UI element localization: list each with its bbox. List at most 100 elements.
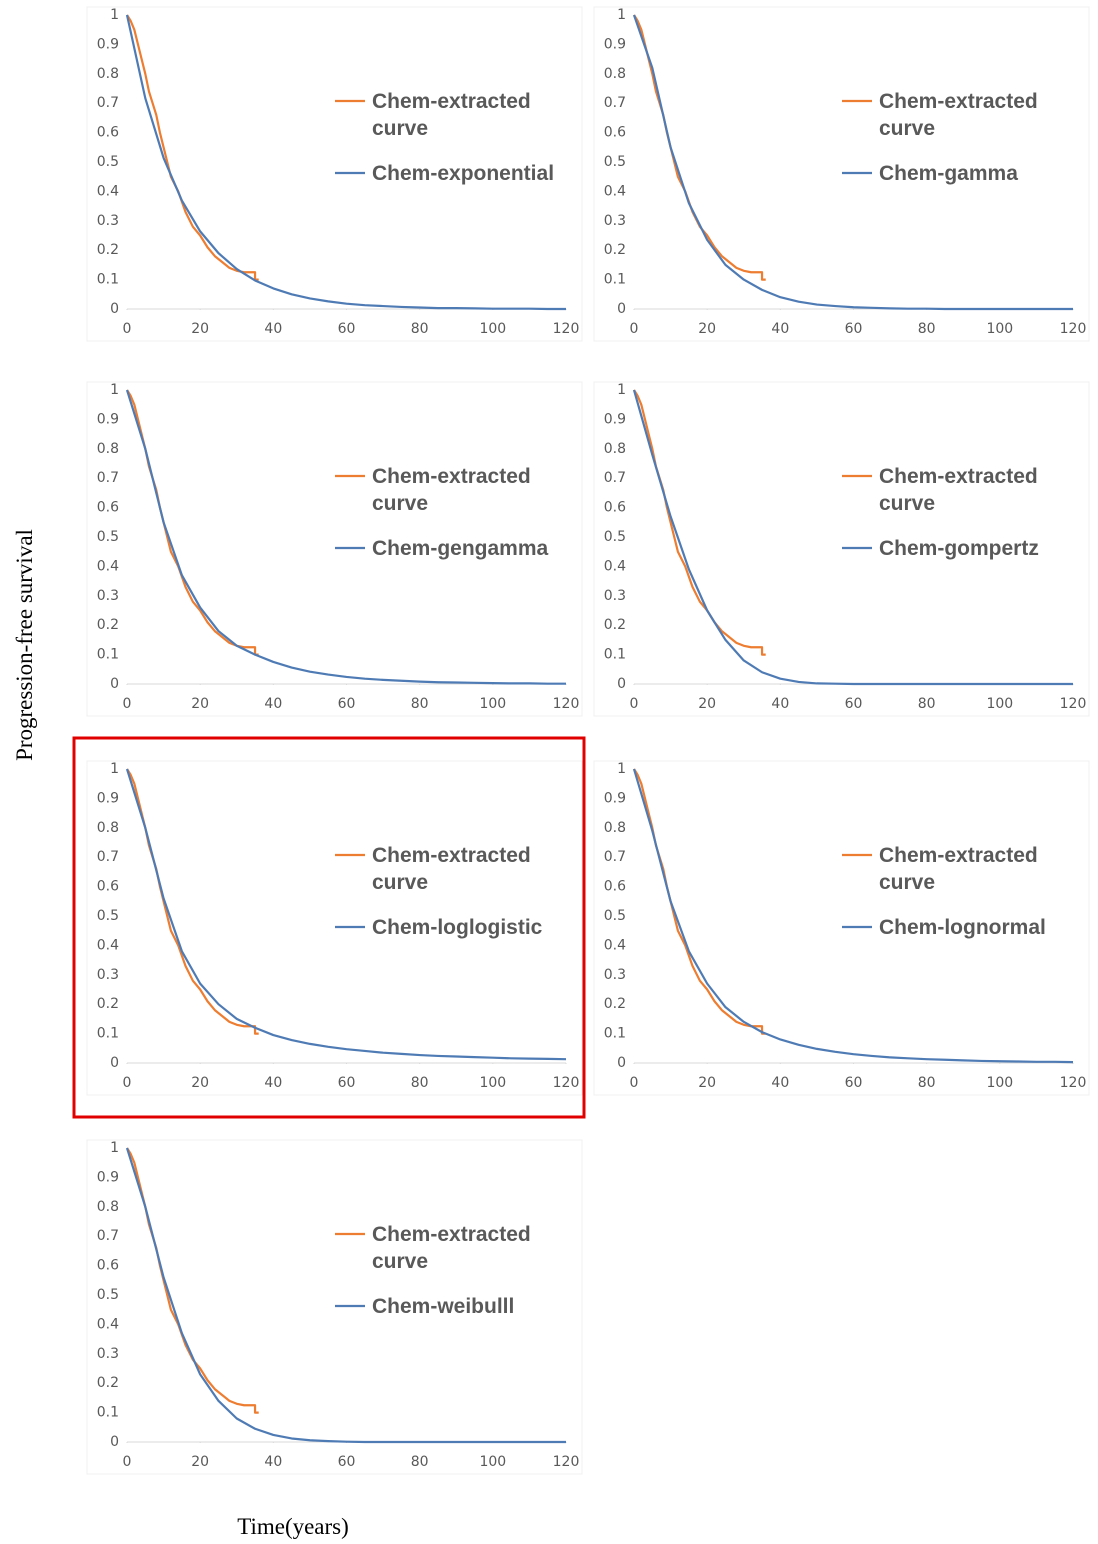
x-tick-label: 20 <box>698 321 716 337</box>
y-tick-label: 0.3 <box>604 213 626 229</box>
x-tick-label: 80 <box>918 1075 936 1091</box>
series-line <box>126 14 259 281</box>
y-tick-label: 0.8 <box>604 66 626 82</box>
x-tick-label: 0 <box>123 1075 132 1091</box>
series-line <box>633 14 766 281</box>
y-tick-label: 0.7 <box>97 470 119 486</box>
plot-frame <box>593 6 1090 342</box>
y-tick-label: 0.3 <box>604 967 626 983</box>
x-tick-label: 0 <box>630 321 639 337</box>
x-tick-label: 60 <box>338 1454 356 1470</box>
x-tick-label: 120 <box>1060 1075 1087 1091</box>
y-tick-label: 0.1 <box>604 1026 626 1042</box>
y-tick-label: 0.9 <box>97 36 119 52</box>
legend-label: Chem-gamma <box>879 161 1018 185</box>
y-tick-label: 0.9 <box>604 411 626 427</box>
series-line <box>633 389 766 656</box>
y-tick-label: 0.7 <box>604 95 626 111</box>
x-tick-label: 60 <box>845 696 863 712</box>
legend-label: Chem-extracted curve <box>372 464 531 515</box>
y-tick-label: 0.6 <box>97 125 119 141</box>
plot-frame <box>593 381 1090 717</box>
legend-label: Chem-weibulll <box>372 1294 515 1318</box>
x-tick-label: 80 <box>918 321 936 337</box>
y-tick-label: 0.8 <box>604 441 626 457</box>
series-line <box>126 768 259 1035</box>
y-tick-label: 0.4 <box>604 558 626 574</box>
x-tick-label: 120 <box>1060 321 1087 337</box>
legend-label: Chem-exponential <box>372 161 555 185</box>
y-tick-label: 0 <box>110 1055 119 1071</box>
y-tick-label: 1 <box>110 7 119 23</box>
y-tick-label: 0.2 <box>97 617 119 633</box>
x-tick-label: 120 <box>553 696 580 712</box>
x-tick-label: 120 <box>553 1454 580 1470</box>
y-tick-label: 0.3 <box>97 588 119 604</box>
legend-label: Chem-extracted curve <box>372 89 531 140</box>
x-tick-label: 60 <box>845 321 863 337</box>
legend-label: Chem-gompertz <box>879 536 1039 560</box>
y-tick-label: 0.2 <box>604 617 626 633</box>
y-tick-label: 0.8 <box>97 820 119 836</box>
x-tick-label: 100 <box>479 1454 506 1470</box>
y-tick-label: 0.4 <box>604 183 626 199</box>
series-line <box>632 14 1073 311</box>
y-tick-label: 0.5 <box>604 908 626 924</box>
x-tick-label: 0 <box>123 696 132 712</box>
y-tick-label: 0.8 <box>604 820 626 836</box>
x-tick-label: 20 <box>698 1075 716 1091</box>
y-tick-label: 0.5 <box>97 154 119 170</box>
x-tick-label: 20 <box>191 696 209 712</box>
x-tick-label: 80 <box>411 321 429 337</box>
x-tick-label: 0 <box>123 321 132 337</box>
y-tick-label: 0 <box>110 1434 119 1450</box>
legend-label: Chem-extracted curve <box>879 843 1038 894</box>
y-tick-label: 0.9 <box>97 411 119 427</box>
x-tick-label: 100 <box>479 696 506 712</box>
y-tick-label: 0.5 <box>97 908 119 924</box>
x-tick-label: 40 <box>264 321 282 337</box>
series-line <box>125 389 566 685</box>
x-tick-label: 60 <box>338 321 356 337</box>
y-tick-label: 0.4 <box>97 183 119 199</box>
x-tick-label: 120 <box>553 1075 580 1091</box>
y-tick-label: 1 <box>110 761 119 777</box>
x-tick-label: 100 <box>479 1075 506 1091</box>
y-tick-label: 0.7 <box>604 470 626 486</box>
x-tick-label: 100 <box>986 1075 1013 1091</box>
plot-frame <box>86 381 583 717</box>
y-tick-label: 0.1 <box>97 647 119 663</box>
y-tick-label: 0.4 <box>97 937 119 953</box>
x-tick-label: 20 <box>191 321 209 337</box>
x-tick-label: 40 <box>771 696 789 712</box>
legend-label: Chem-lognormal <box>879 915 1046 939</box>
y-tick-label: 0.2 <box>604 996 626 1012</box>
x-tick-label: 120 <box>1060 696 1087 712</box>
y-tick-label: 0 <box>617 1055 626 1071</box>
series-line <box>125 1147 566 1444</box>
y-tick-label: 1 <box>617 382 626 398</box>
legend-label: Chem-gengamma <box>372 536 549 560</box>
y-tick-label: 0.2 <box>97 996 119 1012</box>
y-tick-label: 0.4 <box>97 1316 119 1332</box>
x-tick-label: 40 <box>771 321 789 337</box>
y-tick-label: 1 <box>617 7 626 23</box>
x-tick-label: 60 <box>338 1075 356 1091</box>
x-tick-label: 0 <box>123 1454 132 1470</box>
y-tick-label: 0.1 <box>604 272 626 288</box>
y-tick-label: 0.3 <box>97 213 119 229</box>
x-tick-label: 60 <box>845 1075 863 1091</box>
plot-frame <box>86 6 583 342</box>
y-tick-label: 0 <box>110 676 119 692</box>
x-tick-label: 100 <box>479 321 506 337</box>
y-tick-label: 0.3 <box>604 588 626 604</box>
y-tick-label: 0 <box>617 301 626 317</box>
y-tick-label: 0.1 <box>604 647 626 663</box>
y-tick-label: 0.6 <box>604 500 626 516</box>
x-tick-label: 40 <box>264 1075 282 1091</box>
y-tick-label: 1 <box>617 761 626 777</box>
y-tick-label: 0.7 <box>97 849 119 865</box>
series-line <box>633 768 766 1035</box>
